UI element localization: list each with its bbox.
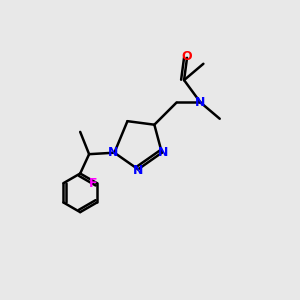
Text: N: N (195, 96, 206, 109)
Text: O: O (182, 50, 192, 63)
Text: F: F (89, 177, 98, 190)
Text: N: N (158, 146, 169, 159)
Text: N: N (133, 164, 143, 177)
Text: N: N (108, 146, 118, 159)
